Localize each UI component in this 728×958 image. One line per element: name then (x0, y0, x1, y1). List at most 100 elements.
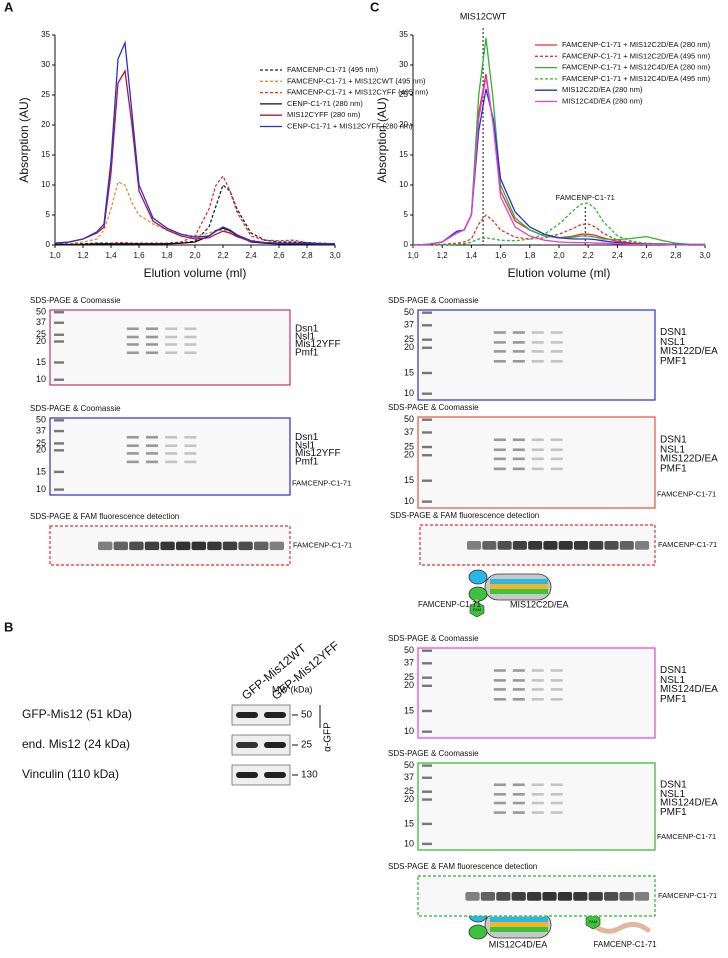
gel-band (512, 669, 525, 672)
fluor-band (634, 892, 650, 901)
gel-band (550, 457, 563, 461)
band-label: FAMCENP-C1-71 (292, 478, 351, 487)
band-label: FAMCENP-C1-71 (658, 540, 717, 549)
gel-band (550, 360, 563, 363)
gel-band (531, 448, 544, 452)
band-label: FAMCENP-C1-71 (293, 540, 352, 549)
fluor-band (113, 541, 128, 551)
legend-label: FAMCENP-C1-71 + MIS12C2D/EA (495 nm) (562, 51, 711, 60)
fluor-band (604, 892, 619, 901)
gel-band (165, 335, 178, 339)
y-tick-label: 35 (399, 30, 408, 39)
gel-band (531, 669, 544, 672)
gel-band (550, 698, 563, 701)
gel-band (493, 698, 506, 701)
band-label: MIS124D/EA (660, 798, 718, 809)
marker-band (54, 442, 64, 445)
gel-band (184, 460, 197, 464)
marker-band (54, 488, 64, 491)
blot-band (264, 712, 286, 718)
gel-band (493, 331, 506, 334)
marker-label: 37 (404, 658, 414, 668)
gel-band (550, 679, 563, 682)
gel-band (550, 438, 563, 442)
gel-band (493, 350, 506, 353)
x-tick-label: 1,8 (161, 251, 173, 260)
marker-label: 10 (36, 374, 46, 384)
marker-band (422, 500, 432, 503)
marker-label: 37 (36, 425, 46, 435)
band-label: Dsn1 (295, 323, 319, 334)
y-tick-label: 0 (46, 240, 51, 249)
gel-band (146, 335, 158, 339)
gel-band (531, 698, 544, 701)
fluor-band (512, 541, 527, 550)
panel-label: C (370, 0, 380, 14)
band-label: DSN1 (660, 665, 687, 676)
gel-band (126, 335, 139, 339)
cartoon-label: FAMCENP-C1-71 (418, 600, 482, 609)
band-label: PMF1 (660, 807, 687, 818)
marker-band (54, 429, 64, 433)
fluor-band (207, 541, 222, 551)
fluor-band (497, 541, 512, 550)
marker-band (422, 371, 432, 375)
gel-band (126, 327, 139, 331)
x-tick-label: 2,0 (189, 251, 201, 260)
legend-label: FAMCENP-C1-71 + MIS12C4D/EA (495 nm) (562, 74, 711, 83)
marker-label: 25 (36, 329, 46, 339)
marker-band (422, 311, 432, 314)
gel-band (550, 669, 563, 672)
marker-label: 15 (36, 357, 46, 367)
fluor-band (191, 541, 206, 551)
gel-band (531, 688, 544, 691)
band-label: PMF1 (660, 464, 687, 475)
gel-band (146, 435, 158, 439)
x-tick-label: 1,6 (133, 251, 145, 260)
marker-band (54, 449, 64, 452)
gel-band (550, 467, 563, 471)
fluor-band (604, 541, 619, 550)
gel-band (531, 467, 544, 471)
fluor-band (635, 541, 650, 550)
marker-band (422, 709, 432, 713)
gel-band (550, 331, 563, 334)
fluor-band (511, 892, 526, 901)
x-axis-label: Elution volume (ml) (508, 266, 611, 280)
gel-band (126, 351, 139, 355)
x-axis-label: Elution volume (ml) (144, 266, 247, 280)
marker-label: 50 (404, 307, 414, 317)
gel-band (146, 452, 158, 455)
y-axis-label: Absorption (AU) (375, 97, 389, 182)
x-tick-label: 1,0 (49, 251, 61, 260)
gel-band (126, 435, 139, 439)
band-label: Mis12YFF (295, 448, 341, 459)
marker-label: 15 (404, 705, 414, 715)
x-tick-label: 1,2 (77, 251, 89, 260)
legend-label: FAMCENP-C1-71 + MIS12CWT (495 nm) (287, 76, 426, 85)
gel-band (512, 331, 525, 334)
blot-band (264, 742, 286, 748)
marker-label: 10 (36, 484, 46, 494)
gel-band (512, 438, 525, 442)
x-tick-label: 1,6 (495, 251, 507, 260)
gel-band (531, 679, 544, 682)
gel-band (531, 783, 544, 787)
band-label: Nsl1 (295, 440, 315, 451)
fluor-band (557, 892, 573, 901)
legend-label: FAMCENP-C1-71 (495 nm) (287, 65, 379, 74)
marker-label: 15 (404, 818, 414, 828)
gel-band (512, 457, 525, 461)
gel-frame (417, 647, 656, 739)
fluor-band (528, 541, 543, 550)
gel-frame (49, 309, 291, 386)
marker-band (54, 470, 64, 474)
x-tick-label: 3,0 (699, 251, 711, 260)
gel-band (512, 679, 525, 682)
marker-band (422, 392, 432, 395)
gel-band (493, 467, 506, 471)
gel-title: SDS-PAGE & Coomassie (30, 404, 121, 413)
band-label: MIS122D/EA (660, 454, 718, 465)
